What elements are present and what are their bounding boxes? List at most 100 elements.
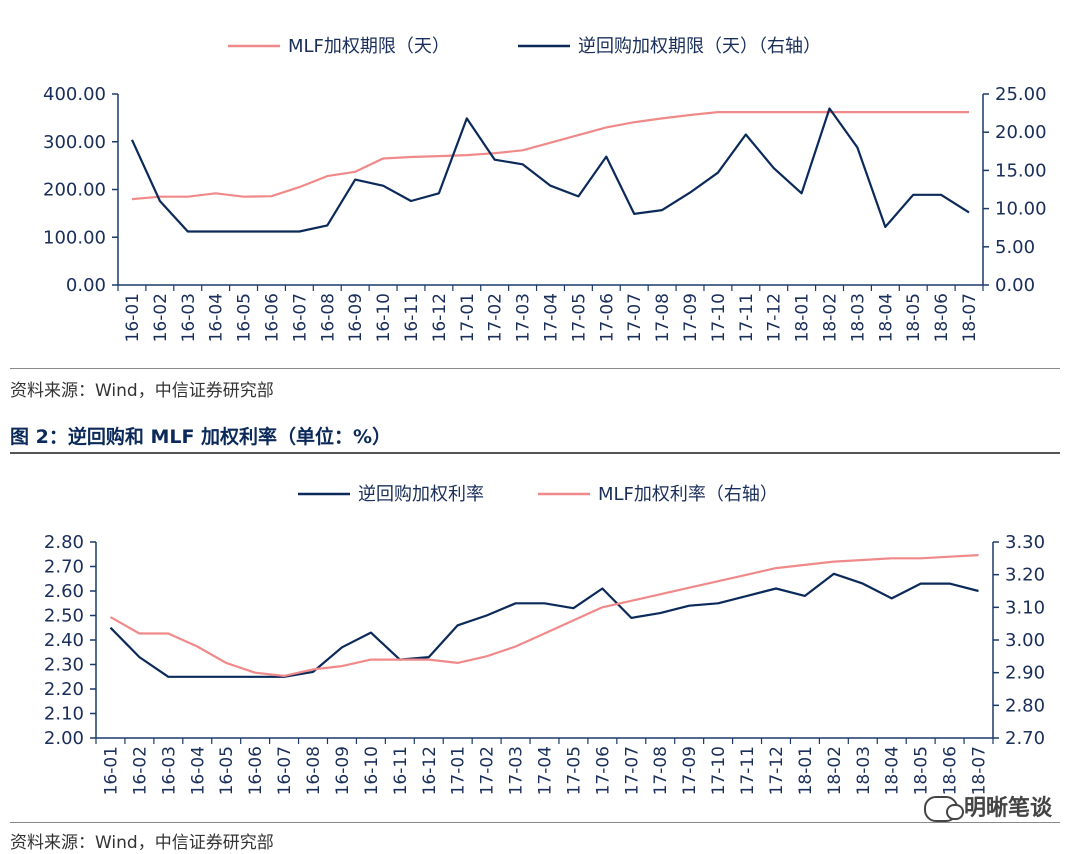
y-left-tick-label: 2.50: [44, 606, 84, 627]
x-tick-label: 18-01: [796, 746, 816, 795]
x-tick-label: 17-03: [507, 746, 527, 795]
x-tick-label: 16-04: [207, 293, 227, 342]
x-tick-label: 17-08: [651, 746, 671, 795]
y-left-tick-label: 2.10: [44, 704, 84, 725]
x-tick-label: 17-07: [622, 746, 642, 795]
series-line: [131, 110, 969, 201]
y-right-tick-label: 10.00: [995, 199, 1047, 220]
source-note-2: 资料来源：Wind，中信证券研究部: [10, 833, 274, 853]
source-note-1: 资料来源：Wind，中信证券研究部: [10, 381, 274, 401]
x-tick-label: 17-02: [486, 293, 506, 342]
y-right-tick-label: 25.00: [995, 84, 1047, 105]
x-tick-label: 16-08: [318, 293, 338, 342]
x-tick-label: 16-11: [402, 293, 422, 342]
x-tick-label: 18-06: [941, 746, 961, 795]
legend-label: MLF加权利率（右轴）: [598, 484, 778, 505]
x-tick-label: 16-09: [346, 293, 366, 342]
x-tick-label: 17-11: [737, 293, 757, 342]
x-tick-label: 16-02: [151, 293, 171, 342]
y-left-tick-label: 2.20: [44, 679, 84, 700]
y-right-tick-label: 2.90: [1005, 663, 1045, 684]
x-tick-label: 18-01: [793, 293, 813, 342]
x-tick-label: 18-03: [848, 293, 868, 342]
x-tick-label: 16-02: [130, 746, 150, 795]
x-tick-label: 16-12: [430, 293, 450, 342]
x-tick-label: 18-03: [854, 746, 874, 795]
x-tick-label: 16-06: [246, 746, 266, 795]
x-tick-label: 16-07: [275, 746, 295, 795]
watermark-text: 明晰笔谈: [963, 796, 1052, 821]
series-line: [130, 107, 970, 233]
x-tick-label: 18-04: [883, 746, 903, 795]
x-tick-label: 18-02: [825, 746, 845, 795]
legend-label: MLF加权期限（天）: [288, 36, 450, 57]
x-tick-label: 17-01: [458, 293, 478, 342]
x-tick-label: 17-02: [478, 746, 498, 795]
x-tick-label: 17-04: [542, 293, 562, 342]
y-right-tick-label: 5.00: [995, 237, 1035, 258]
x-tick-label: 16-05: [235, 293, 255, 342]
watermark: 明晰笔谈: [923, 790, 1052, 822]
x-tick-label: 16-03: [159, 746, 179, 795]
x-tick-label: 17-04: [536, 746, 556, 795]
x-tick-label: 18-07: [960, 293, 980, 342]
x-tick-label: 16-08: [304, 746, 324, 795]
x-tick-label: 17-09: [680, 746, 700, 795]
figure-2-title: 图 2：逆回购和 MLF 加权利率（单位：%）: [10, 426, 392, 448]
x-tick-label: 17-06: [597, 293, 617, 342]
y-left-tick-label: 2.60: [44, 581, 84, 602]
wechat-icon: [923, 796, 964, 822]
x-tick-label: 18-05: [912, 746, 932, 795]
y-right-tick-label: 15.00: [995, 160, 1047, 181]
legend-label: 逆回购加权期限（天）（右轴）: [578, 36, 821, 57]
x-tick-label: 17-10: [709, 293, 729, 342]
x-tick-label: 17-12: [767, 746, 787, 795]
series-line: [109, 554, 979, 678]
x-tick-label: 17-07: [625, 293, 645, 342]
x-tick-label: 18-04: [876, 293, 896, 342]
y-right-tick-label: 3.10: [1005, 597, 1045, 618]
y-left-tick-label: 200.00: [43, 180, 106, 201]
y-left-tick-label: 0.00: [66, 275, 106, 296]
divider-3: [10, 822, 1060, 823]
x-tick-label: 18-05: [904, 293, 924, 342]
y-right-tick-label: 20.00: [995, 122, 1047, 143]
x-tick-label: 16-03: [179, 293, 199, 342]
x-tick-label: 16-06: [262, 293, 282, 342]
y-right-tick-label: 2.80: [1005, 695, 1045, 716]
x-tick-label: 18-02: [821, 293, 841, 342]
x-tick-label: 17-08: [653, 293, 673, 342]
divider-2: [10, 452, 1060, 454]
x-tick-label: 17-11: [738, 746, 758, 795]
x-tick-label: 16-11: [391, 746, 411, 795]
x-tick-label: 16-12: [420, 746, 440, 795]
x-tick-label: 16-09: [333, 746, 353, 795]
chart-1-duration: 0.00 100.00 200.00 300.00 400.00 0.00 5.00 10.0…: [43, 36, 1047, 342]
x-tick-label: 17-12: [765, 293, 785, 342]
y-left-tick-label: 2.80: [44, 532, 84, 553]
x-tick-label: 16-01: [101, 746, 121, 795]
y-left-tick-label: 400.00: [43, 84, 106, 105]
y-left-tick-label: 100.00: [43, 227, 106, 248]
x-tick-label: 17-03: [514, 293, 534, 342]
x-tick-label: 16-01: [123, 293, 143, 342]
x-tick-label: 16-10: [374, 293, 394, 342]
x-tick-label: 17-10: [709, 746, 729, 795]
x-tick-label: 17-06: [593, 746, 613, 795]
y-left-tick-label: 2.30: [44, 655, 84, 676]
x-tick-label: 17-09: [681, 293, 701, 342]
y-right-tick-label: 0.00: [995, 275, 1035, 296]
x-tick-label: 16-05: [217, 746, 237, 795]
y-right-tick-label: 2.70: [1005, 728, 1045, 749]
y-left-tick-label: 2.70: [44, 557, 84, 578]
x-tick-label: 17-05: [569, 293, 589, 342]
x-tick-label: 16-07: [290, 293, 310, 342]
series-line: [109, 572, 979, 678]
x-tick-label: 17-01: [449, 746, 469, 795]
y-left-tick-label: 2.40: [44, 630, 84, 651]
x-tick-label: 18-07: [970, 746, 990, 795]
y-right-tick-label: 3.00: [1005, 630, 1045, 651]
x-tick-label: 17-05: [564, 746, 584, 795]
y-left-tick-label: 300.00: [43, 132, 106, 153]
